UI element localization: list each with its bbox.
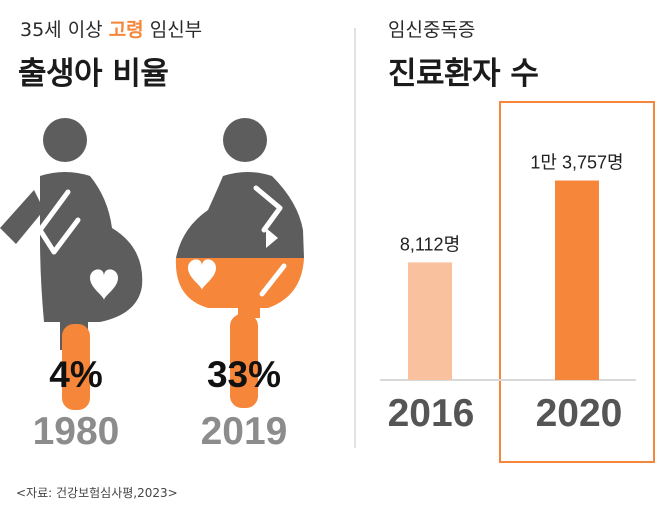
year-label-1980: 1980 xyxy=(32,410,120,453)
highlight-box-2020 xyxy=(499,101,655,463)
source-note: <자료: 건강보험심사평,2023> xyxy=(16,486,178,500)
bar-value-label-2016: 8,112명 xyxy=(400,234,460,254)
pregnant-woman-icon-1980 xyxy=(0,118,143,410)
right-subtitle: 임신중독증 xyxy=(388,19,476,41)
pct-label-2019: 33% xyxy=(206,354,282,395)
left-subtitle: 35세 이상 고령 임신부 xyxy=(20,15,202,42)
left-title: 출생아 비율 xyxy=(18,56,169,92)
right-title: 진료환자 수 xyxy=(388,56,539,92)
bar-2016 xyxy=(408,262,452,380)
bar-value-label-2020: 1만 3,757명 xyxy=(530,153,623,173)
pregnant-woman-icon-2019 xyxy=(175,118,304,408)
bar-year-2016: 2016 xyxy=(387,392,475,435)
left-subtitle-pre: 35세 이상 xyxy=(20,19,109,41)
heart-icon xyxy=(90,269,118,300)
left-subtitle-highlight: 고령 xyxy=(108,19,144,41)
year-label-2019: 2019 xyxy=(200,410,288,453)
pct-label-1980: 4% xyxy=(49,354,103,395)
bar-year-2020: 2020 xyxy=(535,392,623,435)
bar-2020 xyxy=(555,180,599,380)
left-subtitle-post: 임신부 xyxy=(143,19,203,41)
heart-icon xyxy=(188,259,216,290)
bar-chart: 8,112명 1만 3,757명 xyxy=(380,153,636,381)
panel-divider xyxy=(354,28,356,448)
